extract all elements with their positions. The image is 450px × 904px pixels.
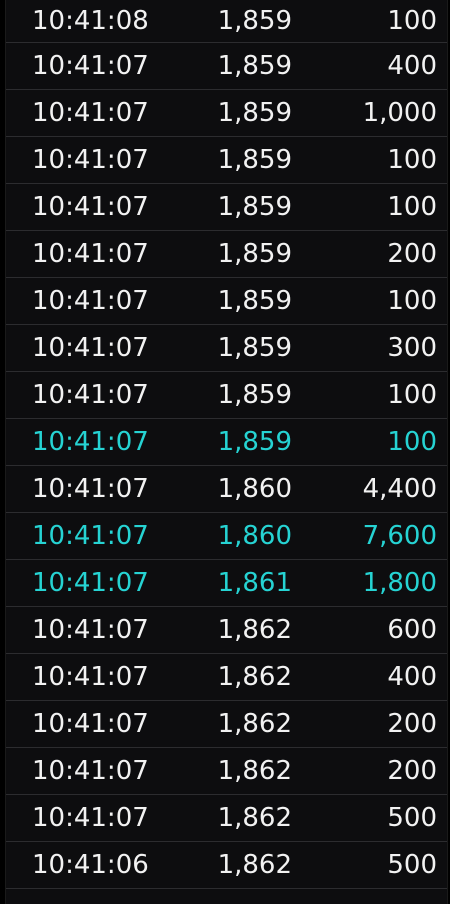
trade-volume: 100 [387,145,437,175]
trade-volume: 1,800 [362,568,437,598]
trade-time: 10:41:08 [32,6,149,36]
trade-price: 1,859 [217,145,292,175]
trade-volume: 200 [387,239,437,269]
trade-volume: 4,400 [362,474,437,504]
trade-price: 1,860 [217,521,292,551]
trade-row[interactable]: 10:41:08 1,859 100 [6,0,447,43]
trade-row[interactable]: 10:41:07 1,862 500 [6,795,447,842]
trade-price: 1,859 [217,427,292,457]
trade-list[interactable]: 10:41:08 1,859 100 10:41:07 1,859 400 10… [5,0,448,904]
trade-time: 10:41:07 [32,145,149,175]
trade-price: 1,862 [217,803,292,833]
trade-volume: 400 [387,51,437,81]
trade-time: 10:41:07 [32,709,149,739]
trade-time: 10:41:07 [32,286,149,316]
trade-time: 10:41:07 [32,192,149,222]
trade-row[interactable]: 10:41:07 1,859 100 [6,137,447,184]
trade-price: 1,862 [217,709,292,739]
trade-volume: 100 [387,380,437,410]
trade-price: 1,862 [217,662,292,692]
trade-time: 10:41:07 [32,474,149,504]
trade-row[interactable]: 10:41:07 1,862 200 [6,748,447,795]
trade-row[interactable]: 10:41:07 1,860 7,600 [6,513,447,560]
trade-price: 1,859 [217,6,292,36]
trade-volume: 100 [387,6,437,36]
trade-time: 10:41:07 [32,51,149,81]
trade-row[interactable]: 10:41:07 1,859 1,000 [6,90,447,137]
trade-volume: 300 [387,333,437,363]
trade-price: 1,859 [217,51,292,81]
trade-row[interactable]: 10:41:07 1,862 200 [6,701,447,748]
trade-price: 1,861 [217,568,292,598]
trade-row[interactable]: 10:41:07 1,860 4,400 [6,466,447,513]
trade-row[interactable]: 10:41:07 1,862 400 [6,654,447,701]
trade-volume: 500 [387,803,437,833]
trade-row[interactable]: 10:41:07 1,862 600 [6,607,447,654]
trade-price: 1,859 [217,239,292,269]
trade-time: 10:41:07 [32,380,149,410]
trade-volume: 500 [387,850,437,880]
trade-time: 10:41:07 [32,662,149,692]
trade-price: 1,859 [217,380,292,410]
trade-price: 1,862 [217,615,292,645]
trade-time: 10:41:07 [32,333,149,363]
trade-row[interactable]: 10:41:07 1,859 100 [6,372,447,419]
trade-volume: 200 [387,709,437,739]
trade-volume: 7,600 [362,521,437,551]
trade-row[interactable]: 10:41:07 1,859 200 [6,231,447,278]
trade-time: 10:41:07 [32,427,149,457]
trade-time: 10:41:06 [32,850,149,880]
trade-row[interactable]: 10:41:07 1,859 100 [6,184,447,231]
trade-time: 10:41:07 [32,615,149,645]
trade-time: 10:41:07 [32,568,149,598]
trade-volume: 600 [387,615,437,645]
trade-time: 10:41:07 [32,98,149,128]
trade-volume: 1,000 [362,98,437,128]
trade-row[interactable]: 10:41:06 1,862 500 [6,842,447,889]
trade-row[interactable]: 10:41:07 1,861 1,800 [6,560,447,607]
trade-price: 1,862 [217,756,292,786]
trade-row[interactable]: 10:41:07 1,859 300 [6,325,447,372]
trade-volume: 100 [387,286,437,316]
trade-price: 1,859 [217,192,292,222]
trade-price: 1,859 [217,98,292,128]
trade-time: 10:41:07 [32,521,149,551]
trade-row[interactable]: 10:41:07 1,859 100 [6,278,447,325]
trade-time: 10:41:07 [32,803,149,833]
trade-volume: 400 [387,662,437,692]
trade-time: 10:41:07 [32,756,149,786]
trade-price: 1,860 [217,474,292,504]
trade-price: 1,859 [217,286,292,316]
trade-row[interactable]: 10:41:07 1,859 400 [6,43,447,90]
trade-price: 1,859 [217,333,292,363]
trade-price: 1,862 [217,850,292,880]
trade-volume: 200 [387,756,437,786]
trade-volume: 100 [387,427,437,457]
trade-volume: 100 [387,192,437,222]
trade-time: 10:41:07 [32,239,149,269]
trade-row[interactable]: 10:41:07 1,859 100 [6,419,447,466]
